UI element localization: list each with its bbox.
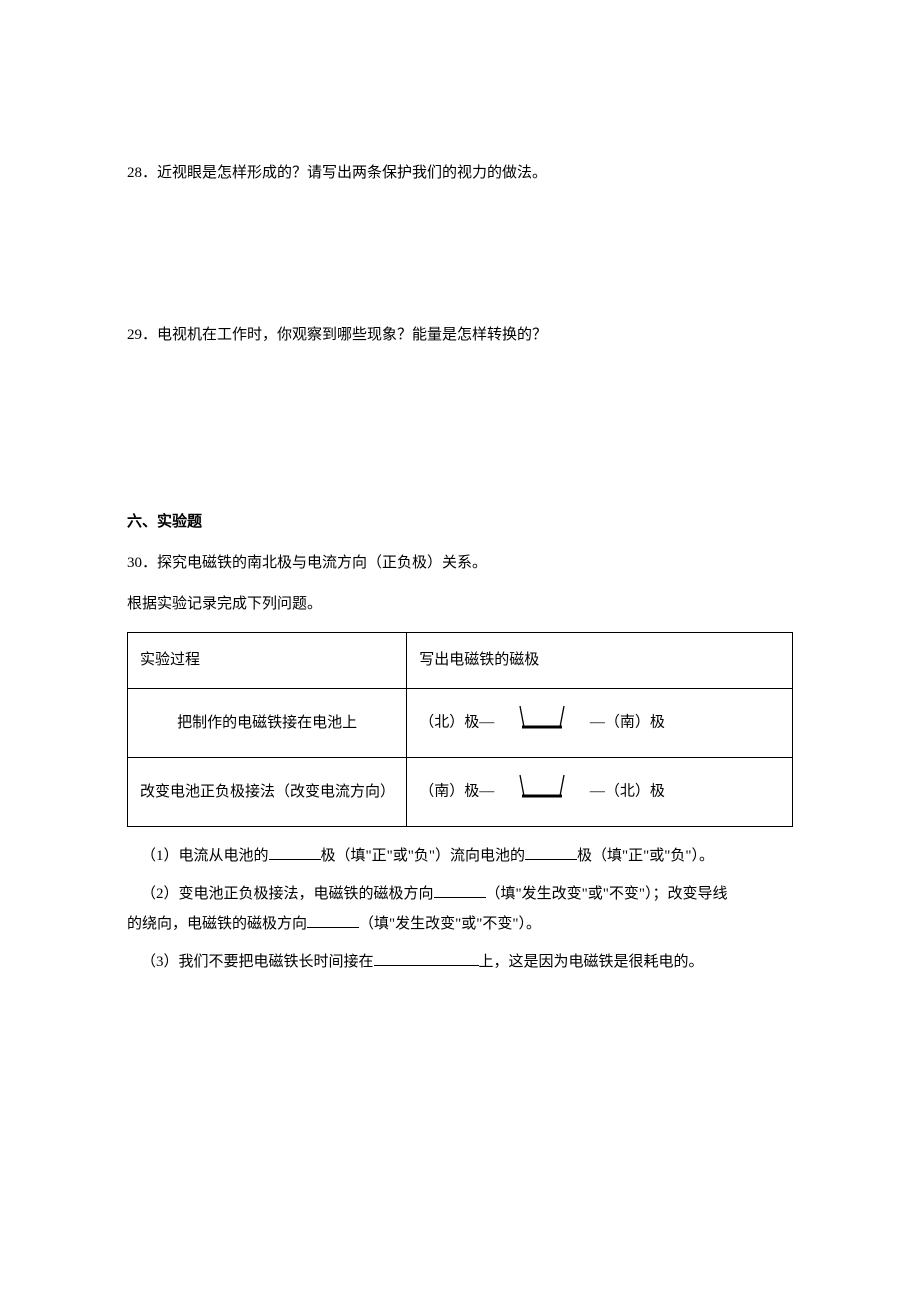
table-row: 实验过程 写出电磁铁的磁极 bbox=[128, 633, 793, 689]
table-row: 把制作的电磁铁接在电池上 （北）极— —（南）极 bbox=[128, 689, 793, 758]
row1-left-text: 把制作的电磁铁接在电池上 bbox=[177, 715, 357, 731]
table-row: 改变电池正负极接法（改变电流方向） （南）极— —（北）极 bbox=[128, 758, 793, 827]
electromagnet-icon bbox=[502, 772, 582, 812]
subq2-pre: （2）变电池正负极接法，电磁铁的磁极方向 bbox=[127, 886, 434, 902]
section-title-text: 六、实验题 bbox=[127, 514, 202, 530]
row2-right: （南）极— —（北）极 bbox=[407, 758, 793, 827]
header-left-text: 实验过程 bbox=[140, 652, 200, 668]
question-28: 28．近视眼是怎样形成的？请写出两条保护我们的视力的做法。 bbox=[127, 160, 793, 187]
question-30-intro-text: 30．探究电磁铁的南北极与电流方向（正负极）关系。 bbox=[127, 555, 487, 571]
section-6-title: 六、实验题 bbox=[127, 509, 793, 536]
blank-input[interactable] bbox=[525, 845, 577, 860]
electromagnet-icon bbox=[502, 703, 582, 743]
experiment-table: 实验过程 写出电磁铁的磁极 把制作的电磁铁接在电池上 （北）极— —（南）极 改… bbox=[127, 632, 793, 827]
question-29: 29．电视机在工作时，你观察到哪些现象？能量是怎样转换的？ bbox=[127, 322, 793, 349]
subq1-pre: （1）电流从电池的 bbox=[141, 848, 269, 864]
blank-input[interactable] bbox=[269, 845, 321, 860]
row1-pre-text: （北）极— bbox=[419, 714, 494, 730]
question-30-sub: 根据实验记录完成下列问题。 bbox=[127, 591, 793, 618]
question-30-subq1: （1）电流从电池的 极（填"正"或"负"）流向电池的 极（填"正"或"负"）。 bbox=[127, 841, 793, 871]
subq2-line2-pre: 的绕向，电磁铁的磁极方向 bbox=[127, 916, 307, 932]
row1-post-text: —（南）极 bbox=[590, 714, 665, 730]
question-30-sub-text: 根据实验记录完成下列问题。 bbox=[127, 596, 322, 612]
question-30-subq3: （3）我们不要把电磁铁长时间接在 上，这是因为电磁铁是很耗电的。 bbox=[127, 947, 793, 977]
blank-input[interactable] bbox=[374, 951, 479, 966]
row1-right: （北）极— —（南）极 bbox=[407, 689, 793, 758]
header-right-text: 写出电磁铁的磁极 bbox=[419, 652, 539, 668]
row2-post-text: —（北）极 bbox=[590, 783, 665, 799]
question-30-subq2: （2）变电池正负极接法，电磁铁的磁极方向（填"发生改变"或"不变"）；改变导线 … bbox=[127, 879, 793, 939]
row1-left: 把制作的电磁铁接在电池上 bbox=[128, 689, 407, 758]
subq3-post: 上，这是因为电磁铁是很耗电的。 bbox=[479, 954, 704, 970]
blank-input[interactable] bbox=[434, 883, 486, 898]
table-header-right: 写出电磁铁的磁极 bbox=[407, 633, 793, 689]
question-28-text: 28．近视眼是怎样形成的？请写出两条保护我们的视力的做法。 bbox=[127, 165, 547, 181]
subq2-mid1: （填"发生改变"或"不变"）；改变导线 bbox=[486, 886, 728, 902]
subq2-line2-post: （填"发生改变"或"不变"）。 bbox=[359, 916, 541, 932]
row2-pre-text: （南）极— bbox=[419, 783, 494, 799]
subq1-mid1: 极（填"正"或"负"）流向电池的 bbox=[321, 848, 526, 864]
question-29-text: 29．电视机在工作时，你观察到哪些现象？能量是怎样转换的？ bbox=[127, 327, 547, 343]
blank-input[interactable] bbox=[307, 913, 359, 928]
question-30-intro: 30．探究电磁铁的南北极与电流方向（正负极）关系。 bbox=[127, 550, 793, 577]
row2-left-text: 改变电池正负极接法（改变电流方向） bbox=[140, 784, 395, 800]
subq1-mid2: 极（填"正"或"负"）。 bbox=[577, 848, 714, 864]
table-header-left: 实验过程 bbox=[128, 633, 407, 689]
row2-left: 改变电池正负极接法（改变电流方向） bbox=[128, 758, 407, 827]
subq3-pre: （3）我们不要把电磁铁长时间接在 bbox=[141, 954, 374, 970]
